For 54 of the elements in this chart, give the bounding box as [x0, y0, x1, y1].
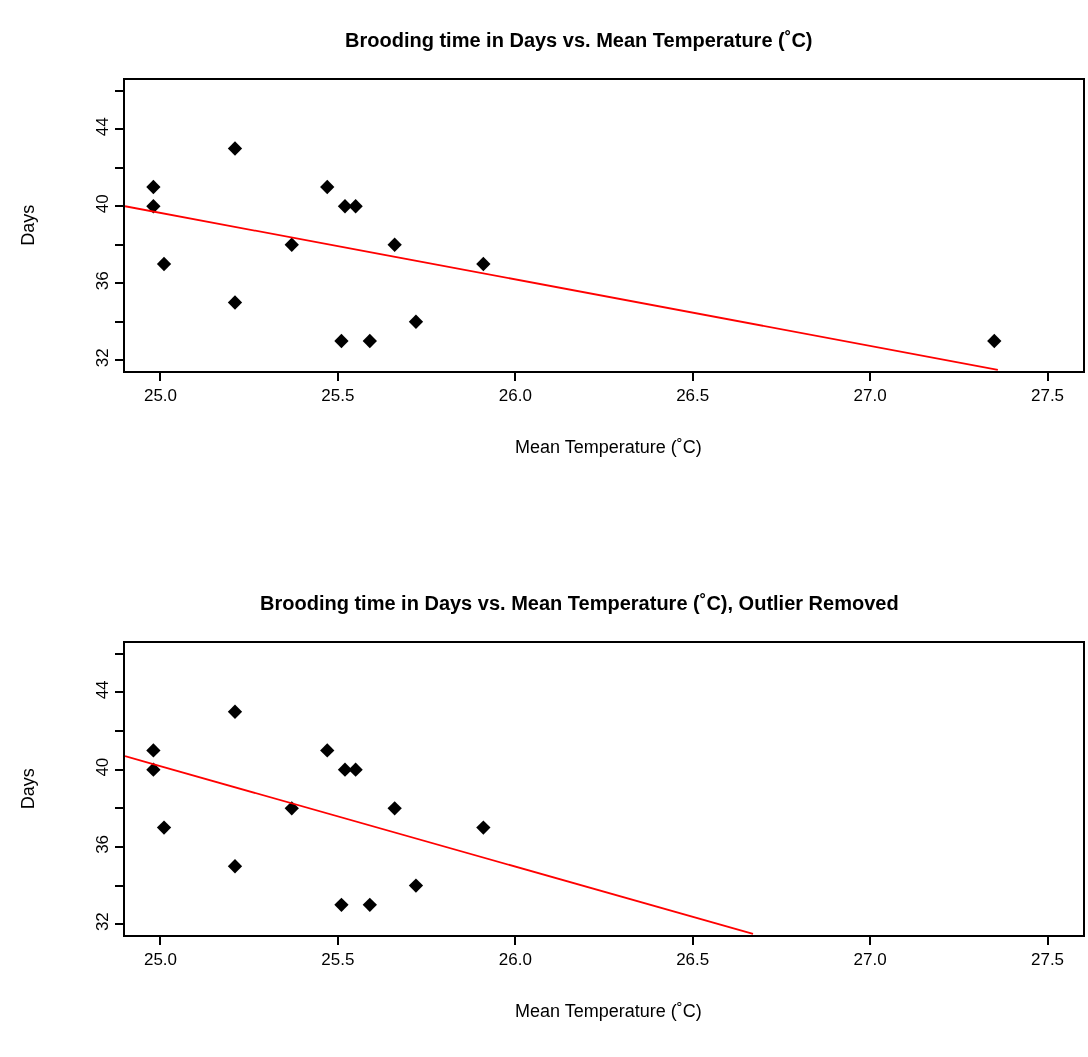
point [284, 801, 299, 816]
point [362, 897, 377, 913]
point [348, 199, 363, 214]
y-tick-label: 32 [93, 912, 113, 932]
x-tick-label: 27.5 [1030, 950, 1065, 970]
point [408, 878, 424, 893]
x-tick-label: 25.0 [143, 950, 178, 970]
point [337, 199, 353, 214]
point [334, 897, 349, 913]
y-tick-label: 36 [93, 271, 113, 291]
x-tick-label: 27.0 [853, 386, 887, 406]
x-tick-label: 27.0 [853, 950, 887, 970]
point [387, 237, 402, 252]
point [227, 859, 243, 874]
point [156, 820, 172, 835]
x-tick-label: 25.0 [143, 386, 178, 406]
point [284, 237, 299, 252]
point [387, 801, 402, 816]
point [408, 314, 424, 329]
x-tick-label: 27.5 [1030, 386, 1065, 406]
x-axis-title: Mean Temperature (˚C) [515, 437, 702, 457]
y-tick-label: 32 [93, 348, 113, 368]
x-tick-label: 26.5 [676, 386, 710, 406]
y-axis-title: Days [18, 768, 39, 810]
point [227, 704, 243, 719]
point [476, 256, 491, 272]
point [348, 762, 363, 777]
y-tick-label: 44 [93, 680, 113, 700]
y-tick-label: 44 [93, 117, 113, 137]
point [987, 333, 1002, 349]
x-tick-label: 25.5 [321, 950, 355, 970]
point [337, 762, 353, 777]
chart-title: Brooding time in Days vs. Mean Temperature (˚C) [345, 29, 813, 51]
point [146, 762, 161, 777]
x-tick-label: 26.0 [498, 950, 532, 970]
point [334, 333, 349, 349]
chart-title: Brooding time in Days vs. Mean Temperature (˚C), Outlier Removed [260, 592, 899, 614]
point [362, 333, 377, 349]
y-tick-label: 36 [93, 834, 113, 854]
point [320, 743, 335, 758]
x-axis-title: Mean Temperature (˚C) [515, 1001, 702, 1021]
y-tick-label: 40 [93, 194, 113, 214]
x-tick-label: 26.5 [676, 950, 710, 970]
point [146, 179, 161, 195]
y-axis-title: Days [17, 204, 38, 246]
point [227, 141, 243, 156]
point [156, 256, 172, 272]
x-tick-label: 25.5 [321, 386, 355, 406]
y-tick-label: 40 [93, 757, 113, 777]
point [320, 179, 335, 195]
point [227, 295, 243, 310]
point [476, 820, 491, 835]
point [146, 743, 161, 758]
x-tick-label: 26.0 [498, 386, 532, 406]
